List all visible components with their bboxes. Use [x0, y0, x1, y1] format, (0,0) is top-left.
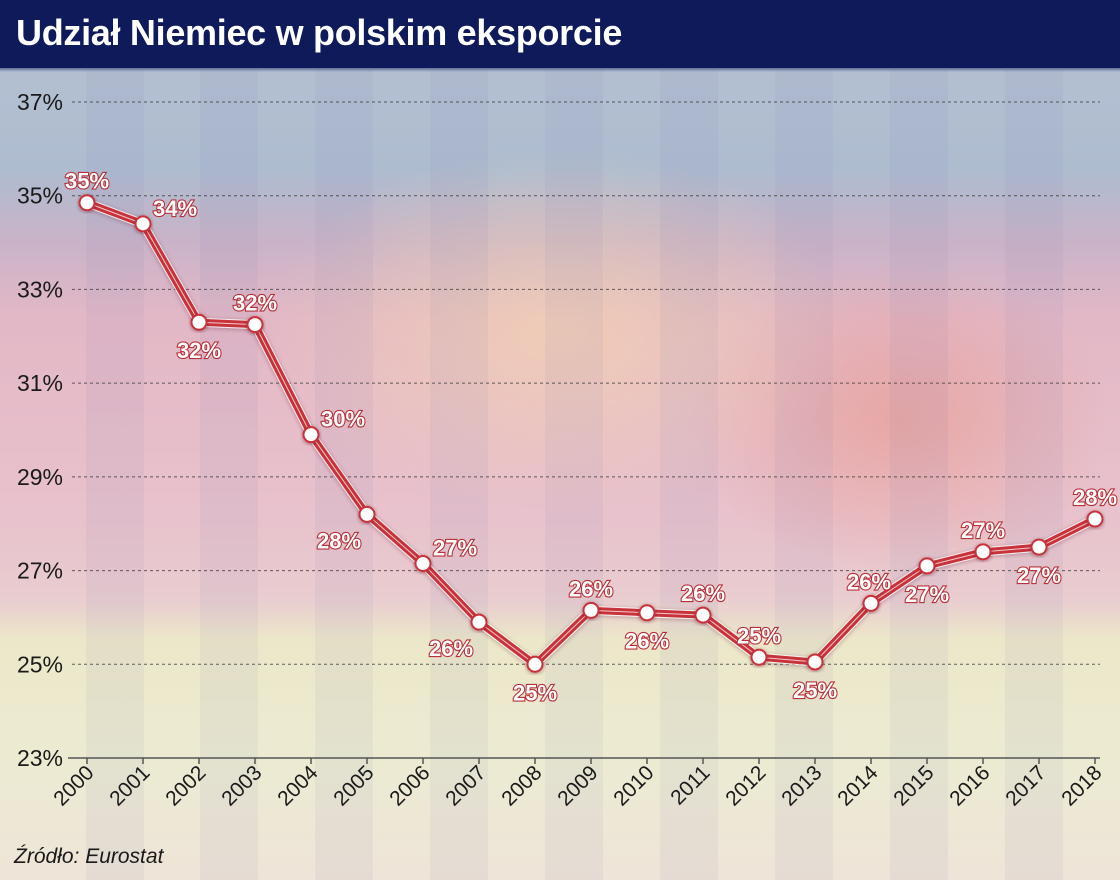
data-point: [582, 601, 600, 619]
x-tick-label: 2015: [889, 761, 938, 810]
data-point: [918, 557, 936, 575]
x-tick-label: 2017: [1001, 761, 1050, 810]
x-tick-label: 2005: [329, 761, 378, 810]
x-tick-label: 2014: [833, 761, 883, 811]
data-point: [246, 316, 264, 334]
data-point: [1086, 510, 1104, 528]
data-point: [134, 215, 152, 233]
data-label: 26%: [625, 629, 669, 654]
x-tick-label: 2006: [385, 761, 434, 810]
data-point: [358, 505, 376, 523]
data-label: 26%: [429, 636, 473, 661]
chart-header: Udział Niemiec w polskim eksporcie: [0, 0, 1120, 72]
x-axis: 2000 2001 2002 2003 2004 2005 2006 2007 2008 2009…: [49, 757, 1107, 811]
data-label: 32%: [177, 338, 221, 363]
y-axis: 23% 25% 27% 29% 31% 33% 35% 37%: [17, 89, 63, 771]
data-label: 27%: [905, 582, 949, 607]
data-label: 25%: [737, 623, 781, 648]
data-point: [694, 606, 712, 624]
x-tick-label: 2008: [497, 761, 546, 810]
data-point: [862, 594, 880, 612]
data-point: [470, 613, 488, 631]
data-label: 27%: [433, 536, 477, 561]
x-tick-label: 2011: [666, 761, 714, 809]
x-tick-label: 2016: [945, 761, 994, 810]
y-tick-label: 25%: [17, 651, 63, 677]
x-tick-label: 2013: [777, 761, 826, 810]
data-point: [806, 653, 824, 671]
data-label: 28%: [317, 528, 361, 553]
y-tick-label: 23%: [17, 745, 63, 771]
x-tick-label: 2010: [609, 761, 658, 810]
data-point: [638, 604, 656, 622]
source-note: Źródło: Eurostat: [14, 845, 164, 868]
data-label: 27%: [961, 518, 1005, 543]
x-tick-label: 2007: [441, 761, 490, 810]
data-point: [1030, 538, 1048, 556]
data-label: 30%: [321, 407, 365, 432]
data-label: 25%: [793, 678, 837, 703]
data-point: [190, 313, 208, 331]
data-labels: 35% 34% 32% 32% 30% 28% 27% 26% 25% 26% 26% 26% 25% 2…: [64, 168, 1118, 707]
data-label: 32%: [233, 291, 277, 316]
x-tick-label: 2009: [553, 761, 602, 810]
data-label: 26%: [847, 569, 891, 594]
y-tick-label: 31%: [17, 370, 63, 396]
data-series: [78, 194, 1104, 673]
data-label: 27%: [1017, 563, 1061, 588]
data-label: 34%: [153, 196, 197, 221]
data-label: 26%: [681, 581, 725, 606]
x-tick-label: 2018: [1057, 761, 1106, 810]
data-point: [974, 543, 992, 561]
data-point: [302, 426, 320, 444]
data-label: 28%: [1073, 485, 1117, 510]
data-point: [78, 194, 96, 212]
chart-title: Udział Niemiec w polskim eksporcie: [16, 12, 623, 53]
data-point: [750, 648, 768, 666]
y-tick-label: 27%: [17, 558, 63, 584]
x-tick-label: 2002: [161, 761, 210, 810]
x-tick-label: 2004: [273, 761, 323, 811]
x-tick-label: 2001: [105, 761, 154, 810]
y-tick-label: 35%: [17, 183, 63, 209]
data-label: 35%: [65, 169, 109, 194]
x-tick-label: 2012: [721, 761, 770, 810]
y-tick-label: 29%: [17, 464, 63, 490]
y-tick-label: 37%: [17, 89, 63, 115]
x-tick-label: 2003: [217, 761, 266, 810]
data-point: [526, 655, 544, 673]
data-point: [414, 555, 432, 573]
data-label: 26%: [569, 576, 613, 601]
data-label: 25%: [513, 680, 557, 705]
y-tick-label: 33%: [17, 276, 63, 302]
